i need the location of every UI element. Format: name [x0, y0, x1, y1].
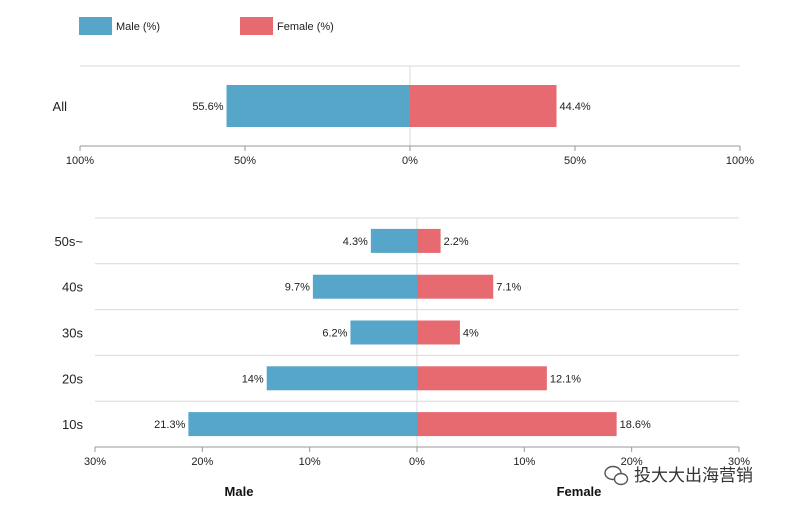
x-axis-title-male: Male [225, 484, 254, 499]
wechat-icon [604, 465, 629, 486]
x-tick-label: 20% [191, 456, 213, 468]
bar-male [188, 412, 417, 437]
data-label-male: 55.6% [192, 101, 223, 113]
watermark-text: 投大大出海营销 [634, 466, 753, 486]
bar-female [417, 366, 547, 391]
x-tick-label: 100% [726, 155, 754, 167]
x-tick-label: 0% [409, 456, 425, 468]
x-tick-label: 10% [299, 456, 321, 468]
bar-female [410, 85, 557, 127]
bar-male [266, 366, 417, 391]
data-label-female: 2.2% [444, 236, 469, 248]
data-label-female: 18.6% [620, 419, 651, 431]
category-label: 50s~ [54, 234, 83, 249]
x-tick-label: 30% [84, 456, 106, 468]
data-label-male: 9.7% [285, 282, 310, 294]
data-label-female: 7.1% [496, 282, 521, 294]
category-label: 40s [62, 280, 83, 295]
x-tick-label: 50% [564, 155, 586, 167]
category-label: 20s [62, 371, 83, 386]
data-label-male: 14% [242, 373, 264, 385]
legend-swatch-female [240, 17, 273, 35]
bar-female [417, 320, 460, 345]
category-label: 30s [62, 326, 83, 341]
chart-panel-age: 30% 20% 10% 0% 10% 20% 30% 50s~ 4.3% 2.2% 40s 9.7% 7… [54, 217, 750, 499]
bar-male [350, 320, 417, 345]
data-label-male: 21.3% [154, 419, 185, 431]
legend-swatch-male [79, 17, 112, 35]
legend: Male (%) Female (%) [79, 17, 334, 35]
x-tick-label: 30% [728, 456, 750, 468]
x-tick-label: 100% [66, 155, 94, 167]
x-tick-label: 10% [513, 456, 535, 468]
category-label: All [53, 99, 68, 114]
data-label-male: 4.3% [343, 236, 368, 248]
category-label: 10s [62, 417, 83, 432]
data-label-female: 44.4% [560, 101, 591, 113]
legend-label-female: Female (%) [277, 21, 334, 33]
bar-male [226, 85, 410, 127]
data-label-male: 6.2% [322, 328, 347, 340]
x-tick-label: 20% [621, 456, 643, 468]
legend-label-male: Male (%) [116, 21, 160, 33]
x-tick-label: 50% [234, 155, 256, 167]
data-label-female: 12.1% [550, 373, 581, 385]
x-tick-label: 0% [402, 155, 418, 167]
x-axis-title-female: Female [557, 484, 602, 499]
data-label-female: 4% [463, 328, 479, 340]
bar-male [370, 228, 417, 253]
chart-panel-all: 100% 50% 0% 50% 100% All 55.6% 44.4% [53, 65, 754, 167]
bar-female [417, 412, 617, 437]
bar-female [417, 274, 494, 299]
bar-male [312, 274, 417, 299]
watermark: 投大大出海营销 [604, 465, 753, 486]
bar-female [417, 228, 441, 253]
